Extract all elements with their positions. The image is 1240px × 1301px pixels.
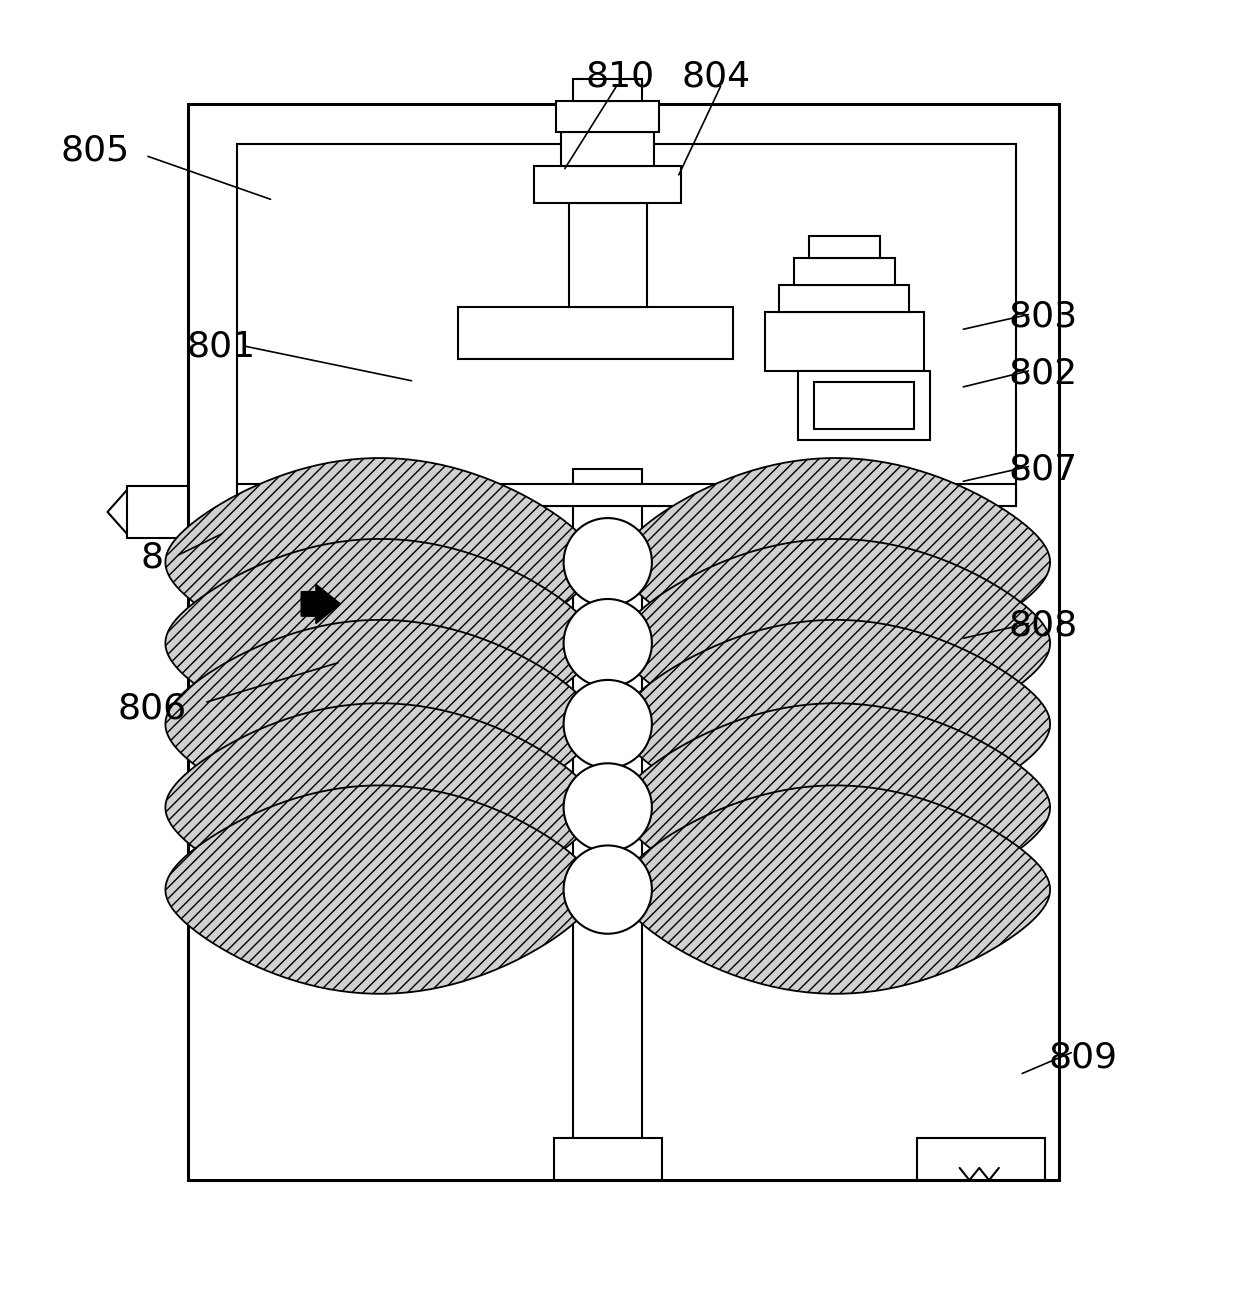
- PathPatch shape: [165, 704, 594, 912]
- Bar: [557, 101, 660, 131]
- Bar: [554, 1138, 662, 1180]
- Circle shape: [564, 846, 652, 934]
- PathPatch shape: [621, 539, 1050, 747]
- PathPatch shape: [621, 704, 1050, 912]
- Text: 804: 804: [681, 60, 750, 94]
- Text: 809: 809: [1049, 1041, 1118, 1075]
- Bar: [573, 79, 642, 101]
- Text: 802: 802: [1008, 356, 1078, 390]
- PathPatch shape: [165, 539, 594, 747]
- PathPatch shape: [621, 619, 1050, 829]
- FancyArrow shape: [301, 584, 341, 623]
- Bar: [562, 131, 655, 167]
- Bar: [916, 1138, 1045, 1180]
- Bar: [188, 104, 1059, 1180]
- PathPatch shape: [165, 619, 594, 829]
- Text: 8: 8: [140, 540, 164, 574]
- PathPatch shape: [621, 458, 1050, 666]
- Bar: [765, 312, 924, 371]
- Bar: [458, 307, 733, 359]
- Bar: [237, 484, 1016, 506]
- Text: 803: 803: [1008, 301, 1078, 334]
- Circle shape: [564, 518, 652, 606]
- Text: 801: 801: [187, 329, 257, 363]
- Circle shape: [564, 598, 652, 687]
- Circle shape: [564, 764, 652, 852]
- Text: 805: 805: [61, 133, 130, 168]
- Bar: [780, 285, 909, 312]
- Bar: [797, 371, 930, 440]
- PathPatch shape: [165, 458, 594, 666]
- PathPatch shape: [621, 786, 1050, 994]
- PathPatch shape: [165, 786, 594, 994]
- Text: 808: 808: [1008, 609, 1078, 643]
- Bar: [128, 487, 188, 537]
- Bar: [568, 203, 647, 307]
- Bar: [237, 144, 1016, 506]
- Text: 810: 810: [585, 60, 655, 94]
- Bar: [573, 470, 642, 1180]
- Bar: [808, 235, 880, 258]
- Bar: [794, 258, 894, 285]
- Bar: [813, 382, 914, 428]
- Bar: [534, 167, 681, 203]
- Circle shape: [564, 680, 652, 768]
- Text: 806: 806: [117, 691, 186, 725]
- Text: 807: 807: [1008, 451, 1078, 487]
